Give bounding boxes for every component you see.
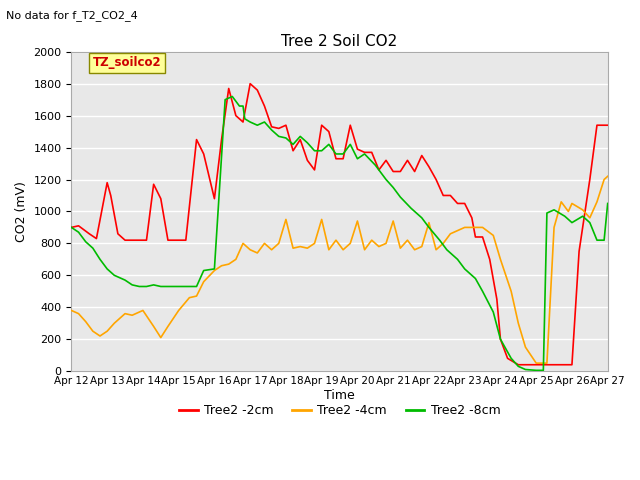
Text: TZ_soilco2: TZ_soilco2 [93, 56, 161, 69]
Text: No data for f_T2_CO2_4: No data for f_T2_CO2_4 [6, 10, 138, 21]
Legend: Tree2 -2cm, Tree2 -4cm, Tree2 -8cm: Tree2 -2cm, Tree2 -4cm, Tree2 -8cm [174, 399, 506, 422]
Title: Tree 2 Soil CO2: Tree 2 Soil CO2 [282, 34, 397, 49]
Y-axis label: CO2 (mV): CO2 (mV) [15, 181, 28, 242]
X-axis label: Time: Time [324, 389, 355, 402]
